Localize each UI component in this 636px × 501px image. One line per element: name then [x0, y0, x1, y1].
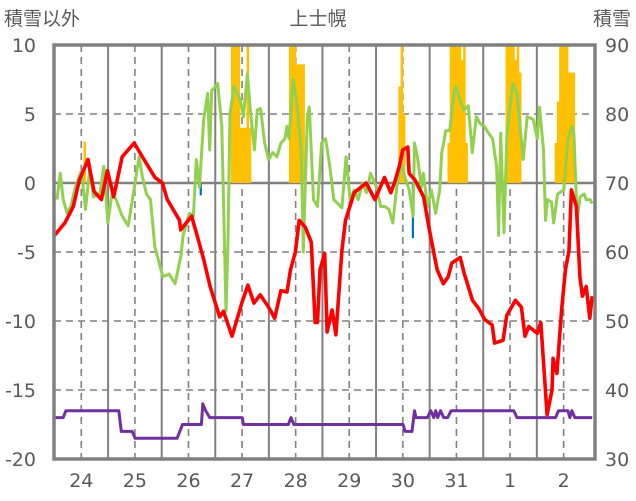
right-tick-label: 60 — [605, 242, 629, 264]
orange-bar — [456, 45, 459, 183]
left-axis-label: 積雪以外 — [4, 8, 80, 30]
green-series-line — [55, 72, 594, 313]
orange-bar — [246, 45, 250, 183]
orange-bar — [398, 86, 401, 183]
orange-bar — [83, 141, 87, 183]
orange-bar — [465, 142, 468, 183]
orange-bar — [458, 45, 462, 183]
orange-bar — [556, 101, 560, 183]
orange-bar — [230, 45, 234, 183]
left-tick-label: 5 — [24, 104, 36, 126]
right-tick-label: 50 — [605, 311, 629, 333]
orange-bar — [248, 127, 252, 183]
orange-bar — [554, 142, 558, 183]
blue-bar — [199, 183, 202, 196]
gridlines — [54, 45, 595, 459]
orange-bar — [242, 127, 245, 183]
orange-bar — [563, 45, 567, 183]
right-axis-label: 積雪 — [593, 8, 631, 30]
orange-bar — [295, 64, 299, 183]
left-tick-label: -15 — [5, 380, 36, 402]
orange-bar — [568, 72, 571, 183]
orange-bar — [237, 45, 241, 183]
right-tick-label: 90 — [605, 35, 629, 57]
orange-bar — [561, 45, 564, 183]
x-tick-label: 28 — [284, 470, 308, 492]
orange-bar — [559, 45, 562, 183]
left-tick-label: 0 — [24, 173, 36, 195]
orange-bar — [235, 45, 238, 183]
orange-bar — [512, 45, 515, 183]
orange-bar — [454, 45, 457, 183]
right-tick-label: 70 — [605, 173, 629, 195]
chart-title: 上士幌 — [289, 8, 346, 30]
x-tick-label: 1 — [504, 470, 516, 492]
orange-bar — [460, 60, 464, 183]
left-tick-label: -5 — [17, 242, 36, 264]
orange-bar — [302, 64, 305, 183]
red-series-line — [53, 141, 594, 417]
snow-depth-line — [54, 402, 593, 440]
orange-bar — [451, 45, 455, 183]
orange-bar — [565, 45, 569, 183]
orange-bar — [300, 64, 303, 183]
orange-bar — [505, 45, 509, 183]
orange-bar — [447, 142, 451, 183]
orange-bar — [293, 45, 296, 183]
x-tick-label: 27 — [230, 470, 254, 492]
orange-bar — [463, 45, 466, 183]
x-tick-label: 24 — [69, 470, 93, 492]
orange-bar — [514, 60, 518, 183]
x-tick-label: 26 — [176, 470, 200, 492]
x-tick-label: 2 — [558, 470, 570, 492]
right-tick-label: 30 — [605, 449, 629, 471]
orange-bar — [244, 127, 247, 183]
orange-bar — [400, 45, 404, 183]
orange-bar — [239, 127, 243, 183]
line-series — [53, 72, 594, 440]
x-tick-label: 29 — [337, 470, 361, 492]
orange-bar — [291, 45, 294, 183]
left-tick-label: -20 — [5, 449, 36, 471]
plot-border — [52, 43, 597, 461]
orange-bar — [233, 45, 236, 183]
x-tick-label: 31 — [444, 470, 468, 492]
x-tick-label: 25 — [123, 470, 147, 492]
right-tick-label: 40 — [605, 380, 629, 402]
x-tick-label: 30 — [391, 470, 415, 492]
left-tick-label: 10 — [12, 35, 36, 57]
left-tick-label: -10 — [5, 311, 36, 333]
plot-frame — [52, 43, 597, 461]
orange-bar — [510, 45, 513, 183]
right-tick-label: 80 — [605, 104, 629, 126]
